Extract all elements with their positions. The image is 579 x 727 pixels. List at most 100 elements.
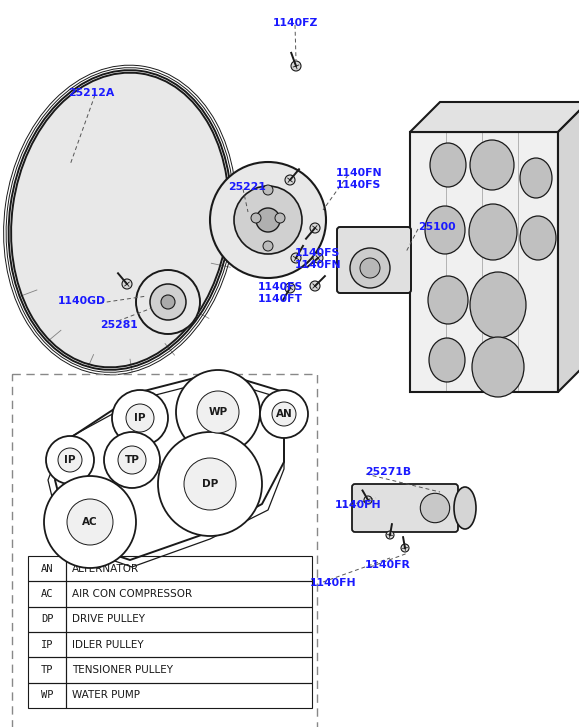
Ellipse shape (472, 337, 524, 397)
Circle shape (210, 162, 326, 278)
Text: 1140FR: 1140FR (365, 560, 411, 570)
Text: 25281: 25281 (100, 320, 138, 330)
Text: 25212A: 25212A (68, 88, 114, 98)
Text: AIR CON COMPRESSOR: AIR CON COMPRESSOR (72, 589, 192, 599)
Text: TP: TP (41, 665, 53, 675)
Circle shape (158, 432, 262, 536)
Circle shape (285, 175, 295, 185)
Circle shape (420, 494, 450, 523)
Ellipse shape (425, 206, 465, 254)
Bar (28, 556, 66, 582)
Circle shape (234, 186, 302, 254)
Circle shape (58, 448, 82, 472)
Circle shape (313, 253, 323, 263)
Ellipse shape (469, 204, 517, 260)
Circle shape (256, 208, 280, 232)
Circle shape (104, 432, 160, 488)
Circle shape (285, 283, 295, 293)
Bar (66, 556, 312, 582)
Text: DRIVE PULLEY: DRIVE PULLEY (72, 614, 145, 624)
Text: AC: AC (41, 589, 53, 599)
Text: 25221: 25221 (228, 182, 266, 192)
Text: WP: WP (208, 407, 228, 417)
Circle shape (291, 61, 301, 71)
Polygon shape (558, 102, 579, 392)
Circle shape (184, 458, 236, 510)
Text: DP: DP (41, 614, 53, 624)
Text: 1140FN: 1140FN (295, 260, 342, 270)
Circle shape (126, 404, 154, 432)
Bar (12, 374, 317, 727)
Circle shape (161, 295, 175, 309)
Text: 1140FS: 1140FS (295, 248, 340, 258)
Circle shape (401, 544, 409, 552)
Text: AN: AN (276, 409, 292, 419)
Bar (410, 132, 558, 392)
Ellipse shape (11, 73, 229, 367)
Polygon shape (410, 102, 579, 132)
Text: IP: IP (134, 413, 146, 423)
Circle shape (360, 258, 380, 278)
Ellipse shape (429, 338, 465, 382)
Circle shape (46, 436, 94, 484)
Bar (28, 632, 66, 657)
Circle shape (176, 370, 260, 454)
Bar (66, 606, 312, 632)
Text: 1140FH: 1140FH (310, 578, 357, 588)
Text: 25100: 25100 (418, 222, 456, 232)
Circle shape (291, 253, 301, 263)
Text: TENSIONER PULLEY: TENSIONER PULLEY (72, 665, 173, 675)
Text: 1140FS: 1140FS (258, 282, 303, 292)
Bar (28, 683, 66, 708)
Bar (66, 582, 312, 606)
Circle shape (260, 390, 308, 438)
Text: WP: WP (41, 691, 53, 700)
Bar (28, 606, 66, 632)
Bar (66, 632, 312, 657)
Circle shape (386, 531, 394, 539)
Text: DP: DP (202, 479, 218, 489)
Text: AN: AN (41, 563, 53, 574)
Text: 1140FS: 1140FS (336, 180, 381, 190)
Ellipse shape (520, 158, 552, 198)
Text: 1140FZ: 1140FZ (272, 18, 318, 28)
Circle shape (263, 185, 273, 195)
Text: IP: IP (64, 455, 76, 465)
Text: TP: TP (124, 455, 140, 465)
Text: 1140FN: 1140FN (336, 168, 383, 178)
Circle shape (350, 248, 390, 288)
Circle shape (263, 241, 273, 251)
Circle shape (118, 446, 146, 474)
Text: IP: IP (41, 640, 53, 650)
Bar (66, 683, 312, 708)
Text: WATER PUMP: WATER PUMP (72, 691, 140, 700)
Text: 1140FH: 1140FH (335, 500, 382, 510)
Circle shape (136, 270, 200, 334)
Circle shape (67, 499, 113, 545)
Ellipse shape (428, 276, 468, 324)
Circle shape (275, 213, 285, 223)
FancyBboxPatch shape (352, 484, 458, 532)
Ellipse shape (470, 140, 514, 190)
Circle shape (272, 402, 296, 426)
Circle shape (150, 284, 186, 320)
FancyBboxPatch shape (337, 227, 411, 293)
Ellipse shape (430, 143, 466, 187)
Text: 1140GD: 1140GD (58, 296, 106, 306)
Text: 25271B: 25271B (365, 467, 411, 477)
Ellipse shape (520, 216, 556, 260)
Text: 1140FT: 1140FT (258, 294, 303, 304)
Text: IDLER PULLEY: IDLER PULLEY (72, 640, 144, 650)
Circle shape (44, 476, 136, 568)
Circle shape (364, 496, 372, 504)
Circle shape (251, 213, 261, 223)
Ellipse shape (454, 487, 476, 529)
Circle shape (122, 279, 132, 289)
Circle shape (310, 281, 320, 291)
Text: ALTERNATOR: ALTERNATOR (72, 563, 139, 574)
Circle shape (197, 391, 239, 433)
Text: AC: AC (82, 517, 98, 527)
Ellipse shape (470, 272, 526, 338)
Bar (28, 657, 66, 683)
Bar (66, 657, 312, 683)
